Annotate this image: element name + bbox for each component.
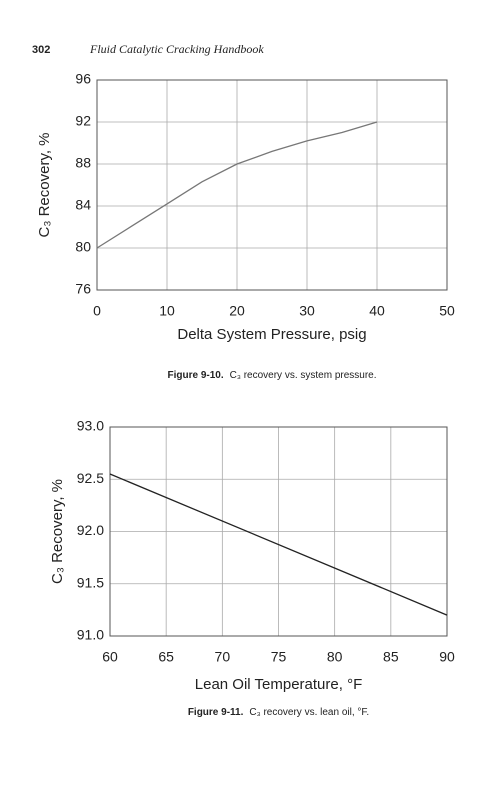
caption-text: C₃ recovery vs. system pressure. [230,370,377,381]
y-tick-label: 76 [75,281,91,297]
x-tick-label: 65 [158,649,174,665]
y-tick-label: 91.0 [77,627,104,643]
figure-number: Figure 9-10. [167,370,223,381]
figure-caption: Figure 9-11. C₃ recovery vs. lean oil, °F… [188,707,369,718]
page-number: 302 [32,44,50,56]
figure-number: Figure 9-11. [188,707,244,718]
y-tick-label: 80 [75,239,91,255]
y-tick-label: 92.0 [77,522,104,538]
x-tick-label: 0 [93,303,101,319]
x-tick-label: 75 [271,649,287,665]
figure-caption: Figure 9-10. C₃ recovery vs. system press… [167,370,376,381]
plot-frame [109,426,448,637]
book-title: Fluid Catalytic Cracking Handbook [89,42,264,56]
y-tick-label: 92 [75,113,91,129]
y-axis-label: C₃ Recovery, % [36,132,53,237]
x-tick-label: 60 [102,649,118,665]
data-line [96,121,378,249]
x-tick-label: 90 [439,649,455,665]
x-tick-label: 70 [215,649,231,665]
x-tick-label: 40 [369,303,385,319]
y-tick-label: 93.0 [77,418,104,434]
x-tick-label: 85 [383,649,399,665]
x-tick-label: 10 [159,303,175,319]
x-tick-label: 50 [439,303,455,319]
x-tick-label: 20 [229,303,245,319]
y-tick-label: 91.5 [77,574,104,590]
caption-text: C₃ recovery vs. lean oil, °F. [249,707,369,718]
x-axis-label: Lean Oil Temperature, °F [195,676,362,693]
y-tick-label: 84 [75,197,91,213]
x-axis-label: Delta System Pressure, psig [177,326,366,343]
y-tick-label: 96 [75,71,91,87]
y-axis-label: C₃ Recovery, % [49,479,66,584]
data-line [109,473,448,616]
plot-frame [96,79,448,291]
x-tick-label: 30 [299,303,315,319]
y-tick-label: 88 [75,155,91,171]
y-tick-label: 92.5 [77,470,104,486]
x-tick-label: 80 [327,649,343,665]
